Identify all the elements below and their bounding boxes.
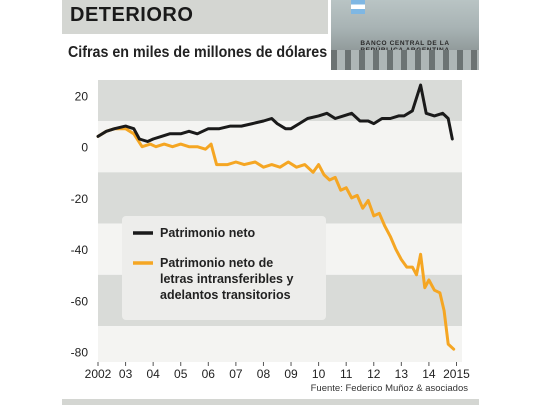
- central-bank-photo: BANCO CENTRAL DE LA REPÚBLICA ARGENTINA: [331, 0, 479, 70]
- chart-subtitle: Cifras en miles de millones de dólares: [68, 44, 328, 61]
- x-tick-label: 13: [395, 367, 409, 381]
- y-tick-label: -60: [71, 294, 89, 308]
- x-tick-label: 04: [146, 367, 160, 381]
- bottom-band: [62, 399, 479, 405]
- y-tick-label: -40: [71, 243, 89, 257]
- x-tick-label: 11: [340, 367, 353, 381]
- x-tick-label: 05: [174, 367, 188, 381]
- series-line: [96, 83, 454, 143]
- x-axis-ticks: 2002 03 04 05 06 07 08 09 10 11 12 13 14 2015: [85, 362, 470, 381]
- legend: Patrimonio neto Patrimonio neto de letras …: [122, 216, 326, 320]
- building-columns: [331, 50, 479, 70]
- series-lines: [96, 83, 456, 351]
- y-tick-label: 0: [81, 141, 88, 155]
- y-tick-label: -80: [71, 346, 89, 360]
- grid-band: [98, 80, 462, 122]
- series-line: [96, 127, 456, 351]
- argentina-flag-icon: [351, 0, 365, 14]
- x-tick-label: 07: [229, 367, 243, 381]
- title-band: [62, 0, 328, 34]
- chart-title: DETERIORO: [70, 4, 194, 26]
- grid-band: [98, 172, 462, 224]
- x-tick-label: 03: [119, 367, 133, 381]
- grid-band: [98, 326, 462, 362]
- x-tick-label: 08: [257, 367, 271, 381]
- y-axis-ticks: 20 0 -20 -40 -60 -80: [71, 89, 89, 359]
- x-tick-label: 10: [312, 367, 326, 381]
- y-tick-label: 20: [75, 89, 89, 103]
- source-note: Fuente: Federico Muñoz & asociados: [310, 383, 468, 394]
- x-tick-label: 09: [284, 367, 298, 381]
- y-tick-label: -20: [71, 192, 89, 206]
- x-tick-label: 2015: [443, 367, 470, 381]
- x-tick-label: 12: [367, 367, 381, 381]
- legend-label: Patrimonio neto de letras intransferibles…: [160, 256, 293, 302]
- x-tick-label: 06: [202, 367, 216, 381]
- x-tick-label: 14: [422, 367, 436, 381]
- legend-box: [122, 216, 326, 320]
- x-tick-label: 2002: [85, 367, 112, 381]
- legend-label: Patrimonio neto: [160, 226, 256, 240]
